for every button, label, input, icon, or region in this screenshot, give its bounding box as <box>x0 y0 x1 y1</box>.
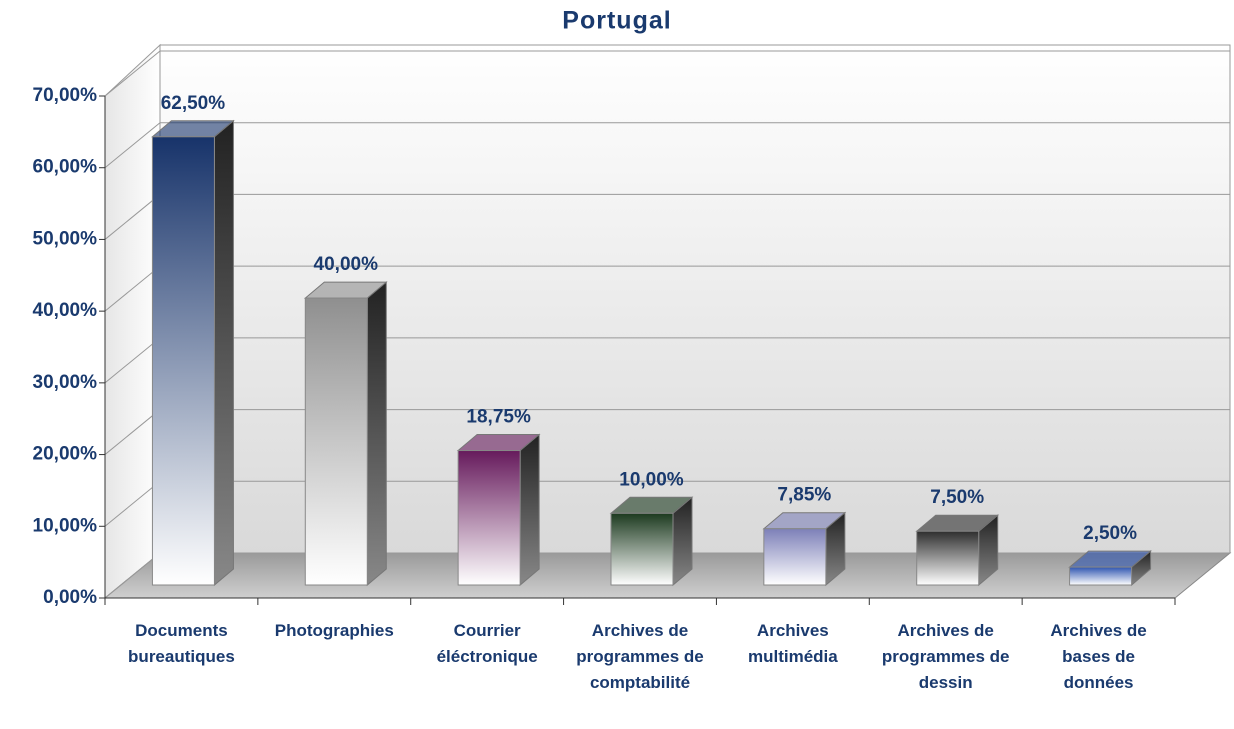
grid-line <box>104 409 161 455</box>
x-tick-label: Archives de programmes de dessin <box>881 621 1010 692</box>
bar <box>151 136 215 586</box>
grid-line <box>104 480 161 527</box>
grid-line <box>104 50 161 97</box>
x-tick-label: Documents bureautiques <box>128 621 235 666</box>
data-label: 40,00% <box>314 254 379 275</box>
grid-line <box>104 194 161 240</box>
bar-side <box>366 281 387 587</box>
x-tick-label: Courrier éléctronique <box>436 621 538 666</box>
bar <box>304 297 368 586</box>
bar <box>916 530 980 586</box>
x-tick-label: Archives de bases de données <box>1050 621 1147 692</box>
y-tick-label: 0,00% <box>43 587 97 608</box>
x-tick-label: Archives multimédia <box>747 621 838 666</box>
data-label: 62,50% <box>161 93 226 114</box>
bar <box>610 512 674 586</box>
bar-side <box>213 119 234 587</box>
bar-side <box>519 433 540 587</box>
y-tick-label: 60,00% <box>33 157 98 178</box>
y-tick-label: 20,00% <box>33 444 98 465</box>
data-label: 7,85% <box>777 485 831 506</box>
bar <box>1069 566 1133 586</box>
y-tick-label: 30,00% <box>33 372 98 393</box>
data-label: 18,75% <box>466 407 531 428</box>
x-tick-label: Archives de programmes de comptabilité <box>576 621 704 692</box>
y-tick-label: 10,00% <box>33 515 98 536</box>
grid-line <box>104 552 161 599</box>
y-tick-label: 50,00% <box>33 228 98 249</box>
bar <box>763 528 827 586</box>
chart-title: Portugal <box>562 7 671 35</box>
data-label: 2,50% <box>1083 523 1137 544</box>
grid-line <box>104 122 161 169</box>
data-label: 7,50% <box>930 487 984 508</box>
x-tick-label: Photographies <box>274 621 394 640</box>
grid-line <box>104 265 161 312</box>
y-tick-label: 70,00% <box>33 85 98 106</box>
side-wall <box>104 43 161 600</box>
y-tick-label: 40,00% <box>33 300 98 321</box>
grid-line <box>104 337 161 384</box>
bar <box>457 450 521 586</box>
data-label: 10,00% <box>619 469 684 490</box>
